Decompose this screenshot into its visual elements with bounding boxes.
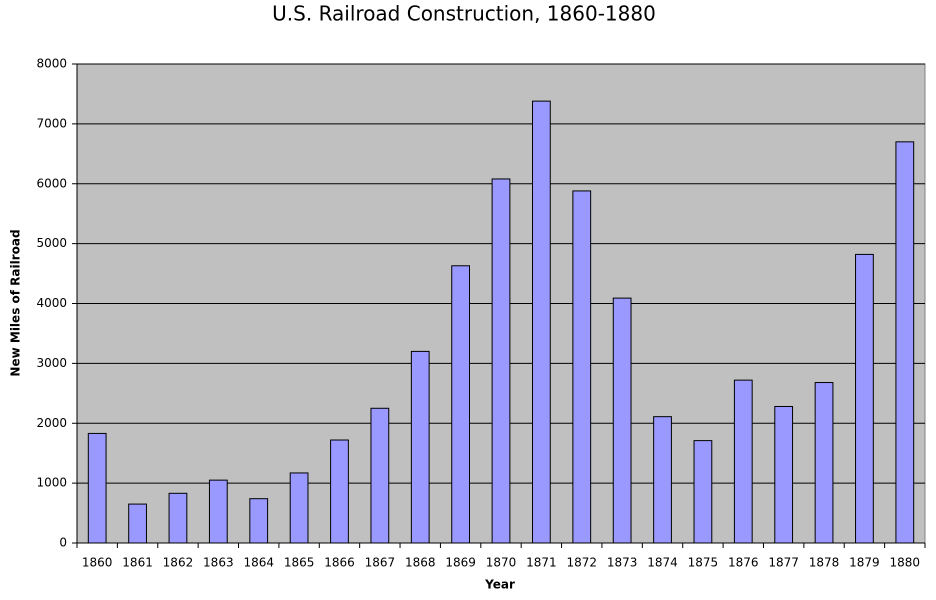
bar bbox=[249, 498, 269, 544]
x-tick-label: 1879 bbox=[849, 556, 880, 570]
bar bbox=[531, 100, 551, 544]
bar bbox=[370, 407, 390, 544]
x-tick-label: 1877 bbox=[768, 556, 799, 570]
bar bbox=[451, 265, 471, 544]
chart-title: U.S. Railroad Construction, 1860-1880 bbox=[272, 2, 656, 26]
x-tick-label: 1866 bbox=[324, 556, 355, 570]
y-tick-label: 2000 bbox=[36, 416, 67, 430]
x-axis-label: Year bbox=[484, 578, 515, 592]
y-axis-label: New Miles of Railroad bbox=[9, 229, 23, 376]
y-tick-label: 1000 bbox=[36, 476, 67, 490]
bar bbox=[410, 350, 430, 544]
bar bbox=[855, 253, 874, 544]
x-tick-label: 1868 bbox=[405, 556, 436, 570]
bar bbox=[208, 479, 228, 544]
x-tick-label: 1861 bbox=[122, 556, 153, 570]
x-tick-label: 1867 bbox=[365, 556, 396, 570]
y-tick-label: 3000 bbox=[36, 356, 67, 370]
bar bbox=[814, 382, 834, 544]
y-tick-label: 6000 bbox=[36, 176, 67, 190]
x-tick-label: 1863 bbox=[203, 556, 234, 570]
bar bbox=[330, 439, 349, 544]
bar bbox=[289, 472, 309, 544]
bar bbox=[491, 178, 511, 544]
x-tick-label: 1871 bbox=[526, 556, 557, 570]
y-tick-label: 5000 bbox=[36, 236, 67, 250]
x-tick-label: 1875 bbox=[688, 556, 719, 570]
bar bbox=[733, 379, 753, 544]
x-tick-label: 1876 bbox=[728, 556, 759, 570]
y-tick-label: 4000 bbox=[36, 296, 67, 310]
bar bbox=[693, 440, 713, 544]
x-tick-label: 1880 bbox=[890, 556, 921, 570]
bar bbox=[653, 416, 672, 544]
x-tick-label: 1864 bbox=[243, 556, 274, 570]
x-tick-label: 1878 bbox=[809, 556, 840, 570]
bar bbox=[572, 190, 592, 544]
x-tick-label: 1869 bbox=[445, 556, 476, 570]
x-tick-label: 1860 bbox=[82, 556, 113, 570]
bar bbox=[87, 432, 107, 544]
x-tick-label: 1873 bbox=[607, 556, 638, 570]
bar bbox=[774, 405, 794, 544]
x-tick-label: 1870 bbox=[486, 556, 517, 570]
y-tick-label: 0 bbox=[59, 536, 67, 550]
bar bbox=[128, 503, 147, 544]
x-tick-label: 1872 bbox=[566, 556, 597, 570]
x-tick-label: 1874 bbox=[647, 556, 678, 570]
y-tick-label: 7000 bbox=[36, 116, 67, 130]
y-tick-label: 8000 bbox=[36, 57, 67, 71]
bar bbox=[612, 297, 632, 544]
x-tick-label: 1862 bbox=[163, 556, 194, 570]
bar bbox=[168, 492, 188, 544]
x-tick-label: 1865 bbox=[284, 556, 315, 570]
bar bbox=[895, 141, 915, 544]
